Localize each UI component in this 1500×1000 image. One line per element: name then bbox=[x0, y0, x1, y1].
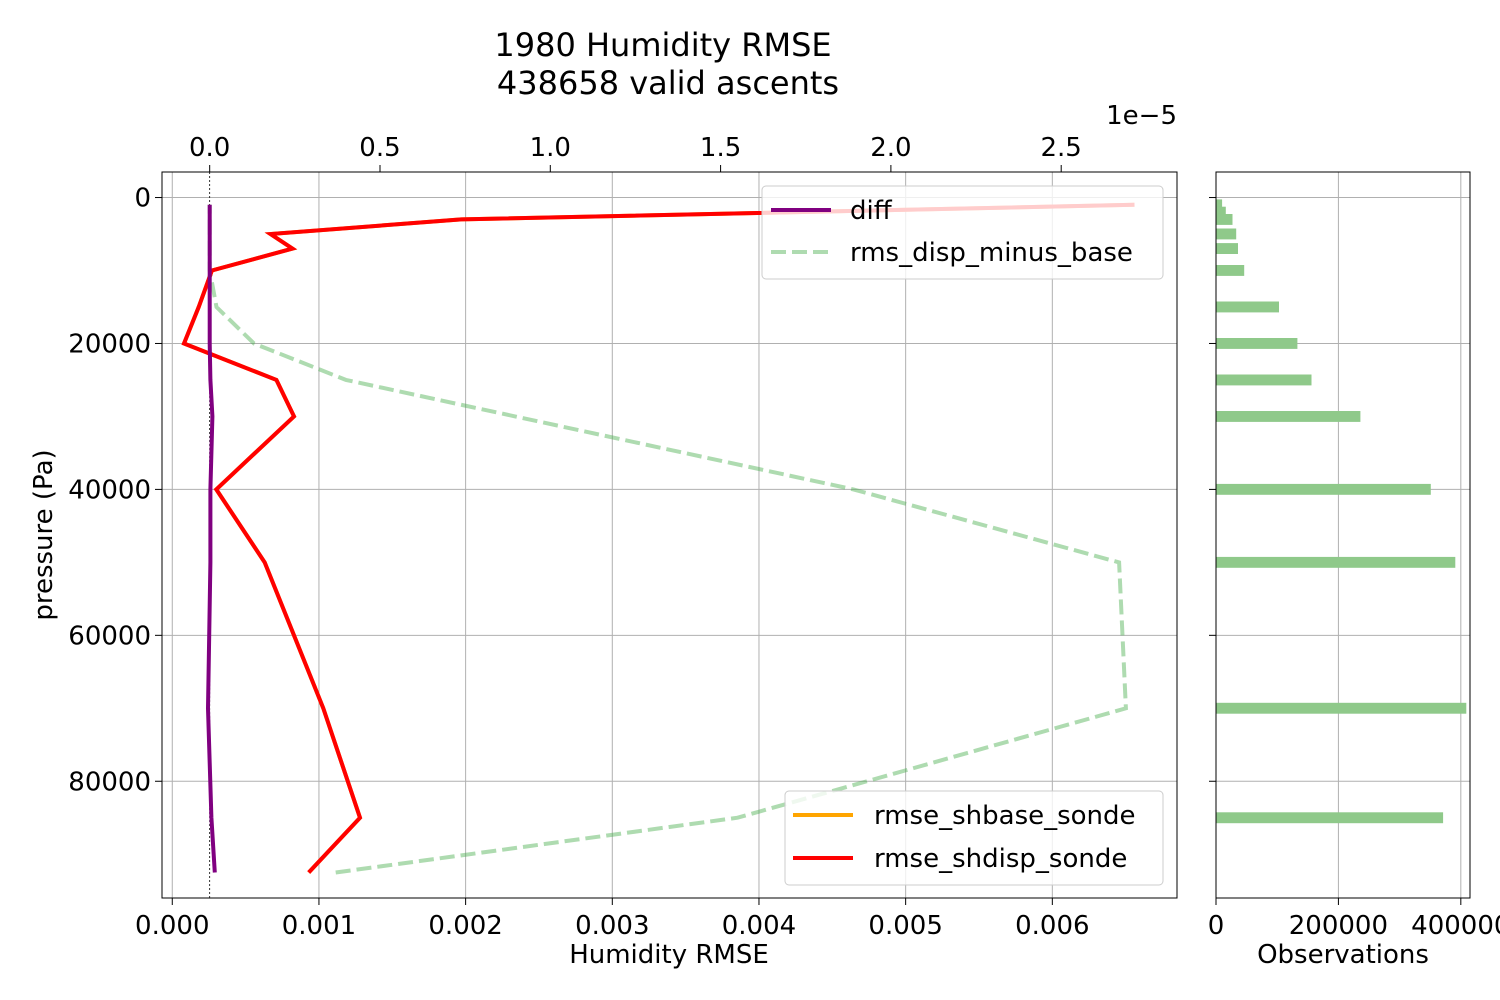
observations-x-tick-label: 200000 bbox=[1289, 911, 1388, 941]
legend-rmse-shbase-sonde-label: rmse_shbase_sonde bbox=[874, 801, 1136, 831]
x-tick-label: 0.002 bbox=[428, 911, 502, 941]
observation-bar bbox=[1216, 243, 1238, 254]
observation-bar bbox=[1216, 556, 1456, 568]
observation-bar bbox=[1216, 702, 1467, 714]
observation-bar bbox=[1216, 214, 1233, 225]
x-tick-label: 0.004 bbox=[722, 911, 796, 941]
y-tick-label: 80000 bbox=[68, 767, 151, 797]
legend-rms-disp-minus-base-label: rms_disp_minus_base bbox=[850, 238, 1133, 268]
x-tick-label: 0.006 bbox=[1015, 911, 1089, 941]
y-tick-label: 40000 bbox=[68, 475, 151, 505]
main-plot-grid bbox=[162, 172, 1177, 898]
observation-bar bbox=[1216, 228, 1237, 240]
top-x-tick-label: 2.0 bbox=[870, 133, 911, 163]
x-axis-label: Humidity RMSE bbox=[569, 940, 769, 970]
observation-bar bbox=[1216, 199, 1223, 211]
series-line-diff bbox=[205, 204, 217, 873]
y-axis-label: pressure (Pa) bbox=[29, 449, 59, 620]
legend-lower-right: rmse_shbase_sonde rmse_shdisp_sonde bbox=[784, 790, 1164, 886]
main-plot-frame bbox=[161, 171, 1178, 899]
chart-title-line2: 438658 valid ascents bbox=[497, 64, 839, 102]
x-tick-label: 0.001 bbox=[282, 911, 356, 941]
observation-bar bbox=[1216, 411, 1361, 422]
y-tick-label: 0 bbox=[134, 184, 151, 214]
x-tick-label: 0.003 bbox=[575, 911, 649, 941]
observation-bar bbox=[1216, 338, 1298, 349]
observation-bar bbox=[1216, 301, 1279, 313]
legend-upper-right: diff rms_disp_minus_base bbox=[761, 185, 1164, 280]
observation-bar bbox=[1216, 265, 1245, 276]
top-x-tick-label: 0.5 bbox=[359, 133, 400, 163]
observation-bar bbox=[1216, 812, 1444, 824]
observation-bar bbox=[1216, 483, 1431, 495]
top-axis-offset-text: 1e−5 bbox=[1106, 101, 1177, 131]
top-x-tick-label: 1.5 bbox=[700, 133, 741, 163]
main-plot-ticks: 0.000 0.001 0.002 0.003 0.004 0.005 0.006 0 2000… bbox=[68, 133, 1089, 941]
series-line-rms-disp-minus-base bbox=[207, 204, 1128, 875]
top-x-tick-label: 1.0 bbox=[530, 133, 571, 163]
observations-plot-ticks: 0 200000 400000 bbox=[1208, 197, 1500, 941]
observations-x-tick-label: 0 bbox=[1208, 911, 1225, 941]
legend-lower-frame bbox=[784, 790, 1164, 886]
legend-upper-frame bbox=[761, 185, 1164, 280]
legend-diff-label: diff bbox=[850, 196, 893, 226]
main-plot-series bbox=[181, 202, 1135, 875]
top-x-tick-label: 0.0 bbox=[189, 133, 230, 163]
observations-plot-frame bbox=[1215, 171, 1471, 899]
observation-bar bbox=[1216, 206, 1226, 218]
y-tick-label: 60000 bbox=[68, 621, 151, 651]
chart-title-line1: 1980 Humidity RMSE bbox=[494, 26, 831, 64]
observation-bar bbox=[1216, 374, 1312, 386]
x-tick-label: 0.000 bbox=[135, 911, 209, 941]
series-line-rmse-shdisp-sonde bbox=[181, 202, 1135, 874]
legend-rmse-shdisp-sonde-label: rmse_shdisp_sonde bbox=[874, 844, 1127, 874]
top-x-tick-label: 2.5 bbox=[1041, 133, 1082, 163]
x-tick-label: 0.005 bbox=[868, 911, 942, 941]
observations-axis-label: Observations bbox=[1257, 940, 1429, 970]
observations-bars bbox=[1216, 199, 1467, 824]
y-tick-label: 20000 bbox=[68, 329, 151, 359]
observations-x-tick-label: 400000 bbox=[1411, 911, 1500, 941]
